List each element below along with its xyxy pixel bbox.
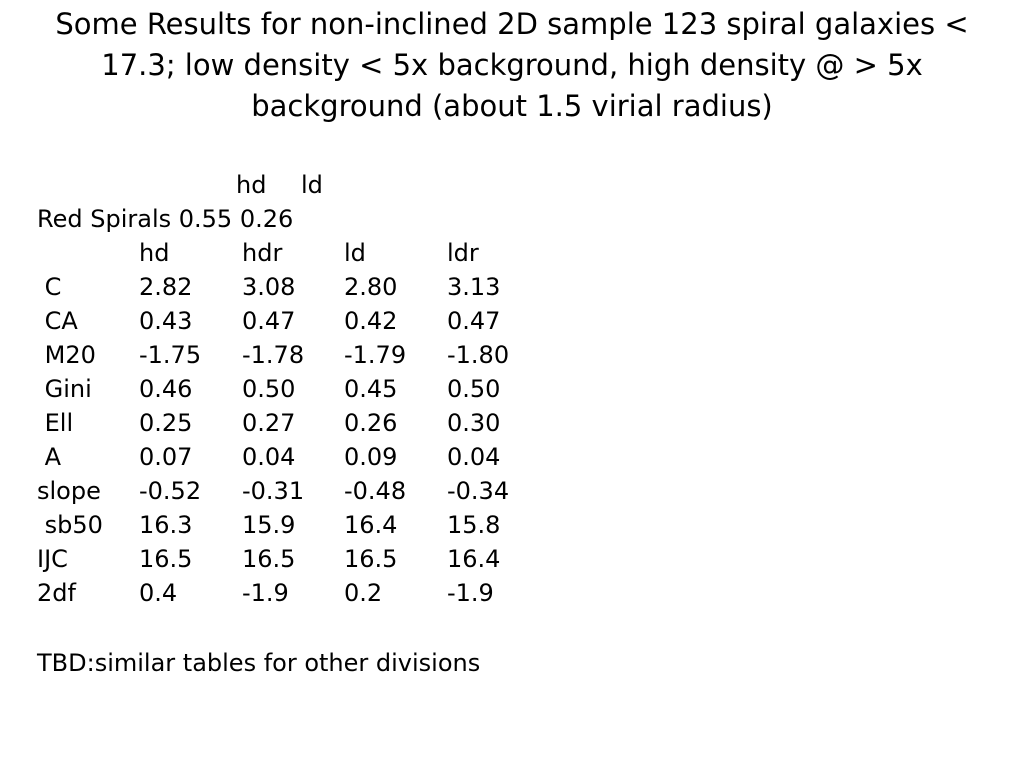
- table-cell: 0.50: [242, 375, 296, 403]
- table-row: 2df 0.4 -1.9 0.2 -1.9: [37, 576, 637, 610]
- footer-note: TBD:similar tables for other divisions: [37, 649, 481, 677]
- table-cell: 15.9: [242, 511, 296, 539]
- table-cell: -1.78: [242, 341, 305, 369]
- table-cell: 0.27: [242, 409, 296, 437]
- table-header-row: hd hdr ld ldr: [37, 236, 637, 270]
- table-cell: 2.82: [139, 273, 193, 301]
- row-label: A: [37, 443, 62, 471]
- table-row: CA 0.43 0.47 0.42 0.47: [37, 304, 637, 338]
- table-cell: 0.04: [447, 443, 501, 471]
- table-cell: 0.46: [139, 375, 193, 403]
- table-cell: 0.04: [242, 443, 296, 471]
- table-cell: -0.48: [344, 477, 407, 505]
- table-cell: 0.4: [139, 579, 178, 607]
- table-cell: -0.34: [447, 477, 510, 505]
- small-header-hd: hd: [236, 171, 267, 199]
- table-row: Ell 0.25 0.27 0.26 0.30: [37, 406, 637, 440]
- row-label: sb50: [37, 511, 103, 539]
- table-header-cell: hdr: [242, 239, 283, 267]
- results-table: hd hdr ld ldr C 2.82 3.08 2.80 3.13 CA 0…: [37, 236, 637, 610]
- table-cell: 2.80: [344, 273, 398, 301]
- table-cell: 16.3: [139, 511, 193, 539]
- table-cell: 16.5: [242, 545, 296, 573]
- table-cell: 16.5: [344, 545, 398, 573]
- row-label: C: [37, 273, 62, 301]
- table-header-cell: hd: [139, 239, 170, 267]
- row-label: IJC: [37, 545, 68, 573]
- table-cell: 0.42: [344, 307, 398, 335]
- table-cell: 16.5: [139, 545, 193, 573]
- row-label: 2df: [37, 579, 76, 607]
- table-cell: -1.79: [344, 341, 407, 369]
- row-label: Gini: [37, 375, 92, 403]
- table-cell: 0.30: [447, 409, 501, 437]
- table-cell: 16.4: [344, 511, 398, 539]
- table-header-cell: ldr: [447, 239, 479, 267]
- table-header-cell: ld: [344, 239, 366, 267]
- small-header-ld: ld: [301, 171, 323, 199]
- table-row: sb50 16.3 15.9 16.4 15.8: [37, 508, 637, 542]
- table-cell: 0.07: [139, 443, 193, 471]
- table-cell: 0.45: [344, 375, 398, 403]
- table-cell: 15.8: [447, 511, 501, 539]
- table-cell: 0.2: [344, 579, 383, 607]
- row-label: Ell: [37, 409, 74, 437]
- red-spirals-ld-value: 0.26: [239, 205, 294, 233]
- table-cell: -0.31: [242, 477, 305, 505]
- table-cell: 0.50: [447, 375, 501, 403]
- red-spirals-label: Red Spirals: [37, 205, 172, 233]
- table-cell: 0.09: [344, 443, 398, 471]
- table-row: IJC 16.5 16.5 16.5 16.4: [37, 542, 637, 576]
- row-label: M20: [37, 341, 96, 369]
- table-row: slope -0.52 -0.31 -0.48 -0.34: [37, 474, 637, 508]
- table-cell: 0.47: [242, 307, 296, 335]
- red-spirals-row: Red Spirals 0.55 0.26: [37, 202, 293, 236]
- table-cell: 0.25: [139, 409, 193, 437]
- table-row: M20 -1.75 -1.78 -1.79 -1.80: [37, 338, 637, 372]
- table-cell: -0.52: [139, 477, 202, 505]
- table-cell: -1.75: [139, 341, 202, 369]
- table-cell: 0.43: [139, 307, 193, 335]
- table-cell: 3.08: [242, 273, 296, 301]
- table-cell: -1.9: [242, 579, 289, 607]
- table-cell: 0.26: [344, 409, 398, 437]
- small-table-header: hd ld: [0, 168, 400, 202]
- table-cell: 0.47: [447, 307, 501, 335]
- red-spirals-hd-value: 0.55: [178, 205, 233, 233]
- row-label: slope: [37, 477, 101, 505]
- table-cell: 16.4: [447, 545, 501, 573]
- table-cell: -1.80: [447, 341, 510, 369]
- table-row: A 0.07 0.04 0.09 0.04: [37, 440, 637, 474]
- table-cell: -1.9: [447, 579, 494, 607]
- table-row: C 2.82 3.08 2.80 3.13: [37, 270, 637, 304]
- table-cell: 3.13: [447, 273, 501, 301]
- slide-title: Some Results for non-inclined 2D sample …: [55, 7, 969, 123]
- row-label: CA: [37, 307, 78, 335]
- table-row: Gini 0.46 0.50 0.45 0.50: [37, 372, 637, 406]
